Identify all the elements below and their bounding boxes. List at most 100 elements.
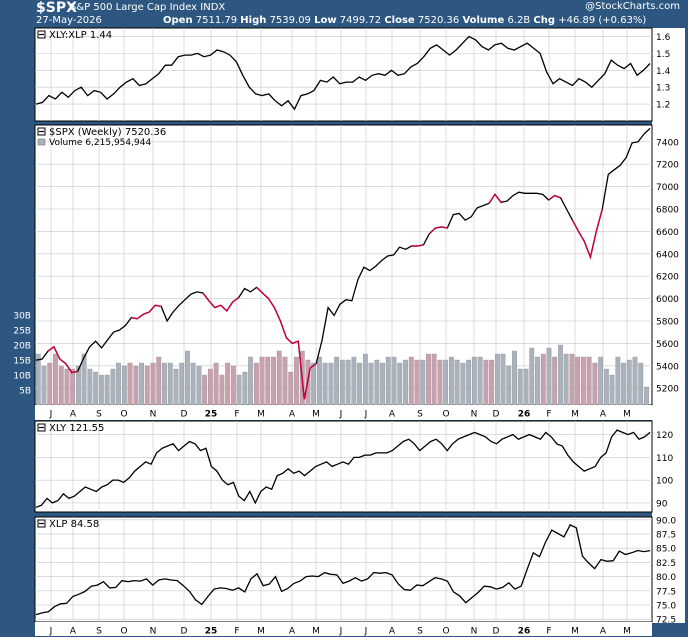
volume-bar [517,368,523,406]
series-line-down [202,292,240,312]
symbol: $SPX [36,0,77,16]
volume-bar [626,359,632,406]
y-tick-label: 72.5 [656,616,676,626]
volume-bar [426,353,431,406]
x-tick-label: N [471,410,478,420]
volume-bar [121,365,127,406]
x-tick-label: A [289,627,296,637]
volume-bar [460,362,466,406]
x-tick-label: S [96,410,102,420]
y-tick-label: 6800 [656,206,679,216]
volume-value: 6.2B [507,15,531,26]
y-tick-label: 1.2 [656,101,670,111]
x-tick-label: D [181,410,188,420]
volume-bar [150,362,156,406]
y-tick-label: 80.0 [656,573,676,583]
volume-bar [362,353,368,406]
volume-bar [288,371,294,406]
legend: XLP 84.58 [37,519,99,530]
y-tick-label: 110 [656,454,673,464]
chart-panel-4: 72.5 75.0 77.5 80.0 82.5 85.0 87.5 90.0 XLP 84.5… [34,516,676,626]
series-line-down [548,194,561,201]
x-tick-label: O [120,410,127,420]
volume-bar [339,359,345,406]
volume-bar [202,374,208,406]
volume-legend-label: Volume 6,215,954,944 [49,138,151,148]
volume-bar [471,356,477,406]
x-tick-label: 25 [205,410,218,420]
x-tick-label: M [571,627,579,637]
security-title: S&P 500 Large Cap Index [70,2,198,13]
volume-legend-swatch [37,138,46,146]
close-value: 7520.36 [417,15,460,26]
chart-header: $SPX S&P 500 Large Cap Index INDX 27-May… [0,0,688,28]
x-tick-label: D [493,627,500,637]
y-tick-label: 77.5 [656,587,676,597]
volume-bar [248,356,253,406]
volume-bar [328,362,334,406]
open-value: 7511.79 [195,15,238,26]
legend-label: XLP 84.58 [49,519,99,530]
y-tick-label: 82.5 [656,559,676,569]
volume-bar [575,356,581,406]
y-tick-label: 6200 [656,273,679,283]
volume-bar [374,359,380,406]
volume-bar [242,371,248,406]
y-tick-label: 87.5 [656,531,676,541]
legend-label: XLY:XLP 1.44 [49,30,112,41]
y-tick-label: 6400 [656,250,679,260]
volume-bar [489,359,494,406]
volume-bar [523,368,529,406]
high-label: High [240,15,267,26]
x-tick-label: A [600,627,607,637]
volume-bar [454,359,460,406]
chart-panel-3: 90 100 110 120 XLY 121.55 [34,420,673,513]
volume-bar [167,362,173,406]
volume-bar [397,362,403,406]
volume-bar [87,368,93,406]
x-tick-label: M [257,627,265,637]
series-line-down [256,286,317,400]
volume-label: Volume [462,15,505,26]
volume-bar [483,359,489,406]
volume-bar [133,365,139,406]
volume-bar [586,356,592,406]
volume-bar [638,362,644,406]
x-tick-label: F [234,627,239,637]
volume-bar [93,371,99,406]
y-tick-label: 90 [656,499,668,509]
volume-bar [598,356,604,406]
volume-bar [644,386,649,406]
volume-bar [53,353,58,406]
security-name: S&P 500 Large Cap Index INDX [70,2,225,13]
y-tick-label: 7200 [656,161,679,171]
volume-bar [271,356,276,406]
volume-bar [259,356,265,406]
volume-bar [98,374,104,406]
volume-bar [58,365,64,406]
x-tick-label: N [471,627,478,637]
volume-bar [420,359,426,406]
y-tick-label: 120 [656,431,673,441]
panel-background [34,27,653,122]
x-tick-label: J [49,410,53,420]
x-tick-label: M [571,410,579,420]
volume-tick-label: 10B [13,372,31,382]
x-tick-label: A [389,627,396,637]
x-tick-label: A [600,410,607,420]
x-axis-band [35,622,652,636]
y-tick-label: 1.3 [656,84,670,94]
chart-panel-1: 1.2 1.3 1.4 1.5 1.6 XLY:XLP 1.44 [34,27,671,122]
x-tick-label: S [96,627,102,637]
y-tick-label: 7400 [656,138,679,148]
volume-bar [116,362,121,406]
volume-bar [466,359,472,406]
volume-bar [540,353,546,406]
volume-bar [345,359,351,406]
volume-tick-label: 25B [13,327,31,337]
x-tick-label: O [120,627,127,637]
y-tick-label: 90.0 [656,516,676,526]
series-line-down [131,304,162,320]
volume-bar [580,356,586,406]
